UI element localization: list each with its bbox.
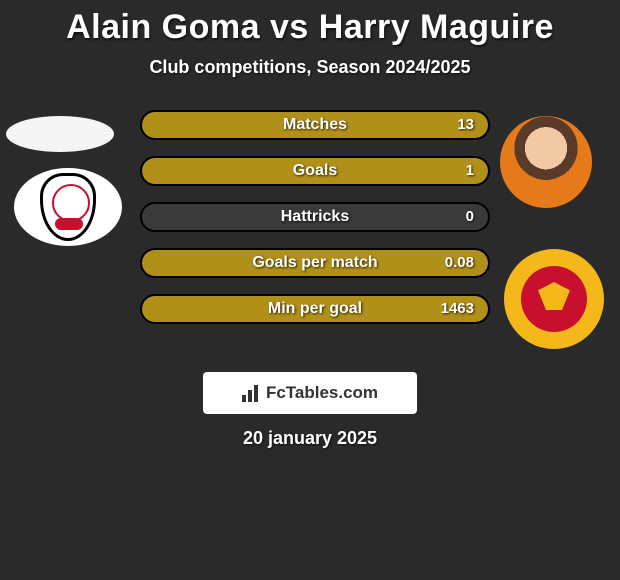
player1-portrait-placeholder <box>6 116 114 152</box>
stat-value-right: 13 <box>457 112 474 138</box>
player1-name: Alain Goma <box>66 8 260 46</box>
subtitle: Club competitions, Season 2024/2025 <box>0 57 620 78</box>
player1-club-badge <box>14 168 122 246</box>
stat-value-right: 0 <box>466 204 474 230</box>
vs-text: vs <box>270 8 309 46</box>
stat-row: Goals per match0.08 <box>140 248 490 278</box>
bar-chart-icon <box>242 384 260 402</box>
branding-badge: FcTables.com <box>203 372 417 414</box>
stat-bars: Matches13 Goals1 Hattricks0 Goals per match… <box>140 110 490 340</box>
stat-row: Matches13 <box>140 110 490 140</box>
stat-row: Goals1 <box>140 156 490 186</box>
stat-value-right: 1463 <box>441 296 474 322</box>
footer-date: 20 january 2025 <box>0 428 620 449</box>
header: Alain Goma vs Harry Maguire Club competi… <box>0 0 620 78</box>
player2-portrait <box>500 116 592 208</box>
stat-value-right: 1 <box>466 158 474 184</box>
stat-label: Matches <box>142 112 488 138</box>
stat-label: Goals per match <box>142 250 488 276</box>
stat-label: Hattricks <box>142 204 488 230</box>
stat-label: Goals <box>142 158 488 184</box>
player2-club-badge <box>504 249 604 349</box>
stat-row: Min per goal1463 <box>140 294 490 324</box>
man-utd-badge-icon <box>504 249 604 349</box>
stat-row: Hattricks0 <box>140 202 490 232</box>
stat-label: Min per goal <box>142 296 488 322</box>
content-area: Matches13 Goals1 Hattricks0 Goals per match… <box>0 106 620 366</box>
player2-name: Harry Maguire <box>319 8 554 46</box>
comparison-title: Alain Goma vs Harry Maguire <box>0 8 620 47</box>
fulham-shield-icon <box>40 173 96 241</box>
branding-label: FcTables.com <box>266 383 378 403</box>
stat-value-right: 0.08 <box>445 250 474 276</box>
